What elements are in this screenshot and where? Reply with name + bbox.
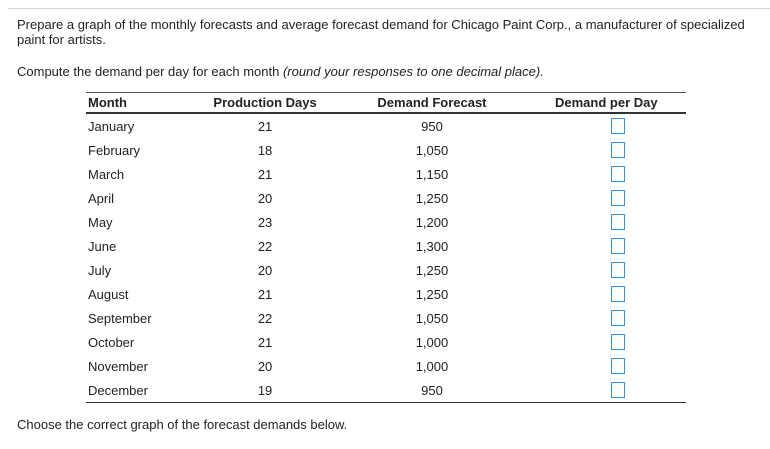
cell-demand-forecast: 950 (337, 378, 527, 403)
cell-demand-forecast: 1,300 (415, 238, 449, 254)
demand-per-day-input[interactable] (611, 310, 626, 327)
cell-demand-per-day (526, 378, 686, 403)
cell-demand-forecast: 1,000 (415, 358, 449, 374)
demand-per-day-input[interactable] (611, 214, 626, 231)
header-month: Month (86, 92, 193, 114)
cell-month: May (88, 214, 113, 230)
cell-demand-forecast: 1,050 (415, 310, 449, 326)
cell-production-days: 20 (257, 262, 273, 278)
cell-month: March (88, 166, 125, 182)
cell-demand-per-day (527, 210, 686, 234)
cell-demand-per-day (527, 330, 686, 354)
cell-month: August (88, 286, 129, 302)
cell-month: June (88, 238, 117, 254)
cell-month: November (88, 358, 148, 374)
cell-month: October (88, 334, 135, 350)
cell-production-days: 21 (257, 286, 273, 302)
table-row: March 21 1,150 (86, 162, 686, 186)
table-row: May 23 1,200 (86, 210, 686, 234)
cell-production-days: 21 (257, 166, 273, 182)
cell-demand-forecast: 1,250 (415, 286, 449, 302)
table-row: September 22 1,050 (86, 306, 686, 330)
cell-demand-per-day (527, 306, 686, 330)
table-row: February 18 1,050 (86, 138, 686, 162)
cell-month: April (88, 190, 115, 206)
table-row: April 20 1,250 (86, 186, 686, 210)
cell-production-days: 18 (257, 142, 273, 158)
cell-demand-per-day (527, 234, 686, 258)
cell-month: February (88, 142, 141, 158)
problem-prompt: Prepare a graph of the monthly forecasts… (17, 17, 745, 47)
cell-month: July (88, 262, 112, 278)
header-production-days: Production Days (192, 92, 338, 114)
demand-per-day-input[interactable] (611, 142, 626, 159)
cell-month: January (88, 118, 135, 134)
demand-per-day-input[interactable] (611, 118, 626, 135)
cell-demand-forecast: 1,050 (415, 142, 449, 158)
cell-production-days: 20 (257, 358, 273, 374)
demand-table: Month Production Days Demand Forecast De… (86, 92, 686, 403)
cell-demand-forecast: 950 (421, 118, 443, 134)
cell-production-days: 22 (257, 238, 273, 254)
demand-per-day-input[interactable] (611, 166, 626, 183)
instruction-lead: Compute the demand per day for each mont… (17, 64, 283, 79)
header-demand-forecast: Demand Forecast (337, 92, 527, 114)
demand-per-day-input[interactable] (611, 262, 626, 279)
cell-demand-per-day (527, 282, 686, 306)
table-body: January 21 950 February 18 1,050 March 21 1,150 A… (86, 113, 686, 403)
table-row: December 19 950 (86, 378, 686, 403)
table-row: July 20 1,250 (86, 258, 686, 282)
cell-production-days: 22 (257, 310, 273, 326)
table-row: June 22 1,300 (86, 234, 686, 258)
demand-per-day-input[interactable] (611, 190, 626, 207)
cell-demand-forecast: 1,200 (415, 214, 449, 230)
table-row: November 20 1,000 (86, 354, 686, 378)
table-row: August 21 1,250 (86, 282, 686, 306)
cell-demand-per-day (527, 186, 686, 210)
instruction-rounding-note: (round your responses to one decimal pla… (282, 64, 544, 79)
instruction-text: Compute the demand per day for each mont… (17, 64, 544, 79)
table-header-row: Month Production Days Demand Forecast De… (86, 92, 686, 114)
demand-per-day-input[interactable] (611, 334, 626, 351)
demand-per-day-input[interactable] (611, 358, 626, 375)
cell-demand-forecast: 1,000 (415, 334, 449, 350)
graph-instruction: Choose the correct graph of the forecast… (17, 417, 348, 432)
cell-demand-forecast: 1,150 (415, 166, 449, 182)
demand-per-day-input[interactable] (611, 238, 626, 255)
cell-demand-forecast: 1,250 (415, 262, 449, 278)
cell-production-days: 19 (192, 378, 338, 403)
header-demand-per-day: Demand per Day (526, 92, 686, 114)
cell-production-days: 21 (257, 118, 273, 134)
top-divider (8, 8, 770, 9)
cell-demand-per-day (527, 258, 686, 282)
demand-per-day-input[interactable] (611, 382, 626, 399)
table-row: October 21 1,000 (86, 330, 686, 354)
table-row: January 21 950 (86, 113, 686, 138)
cell-demand-per-day (527, 113, 686, 138)
cell-production-days: 23 (257, 214, 273, 230)
cell-month: September (88, 310, 152, 326)
cell-production-days: 21 (257, 334, 273, 350)
demand-per-day-input[interactable] (611, 286, 626, 303)
cell-month: December (86, 378, 193, 403)
cell-demand-per-day (527, 354, 686, 378)
cell-demand-per-day (527, 162, 686, 186)
cell-demand-per-day (527, 138, 686, 162)
cell-production-days: 20 (257, 190, 273, 206)
cell-demand-forecast: 1,250 (415, 190, 449, 206)
